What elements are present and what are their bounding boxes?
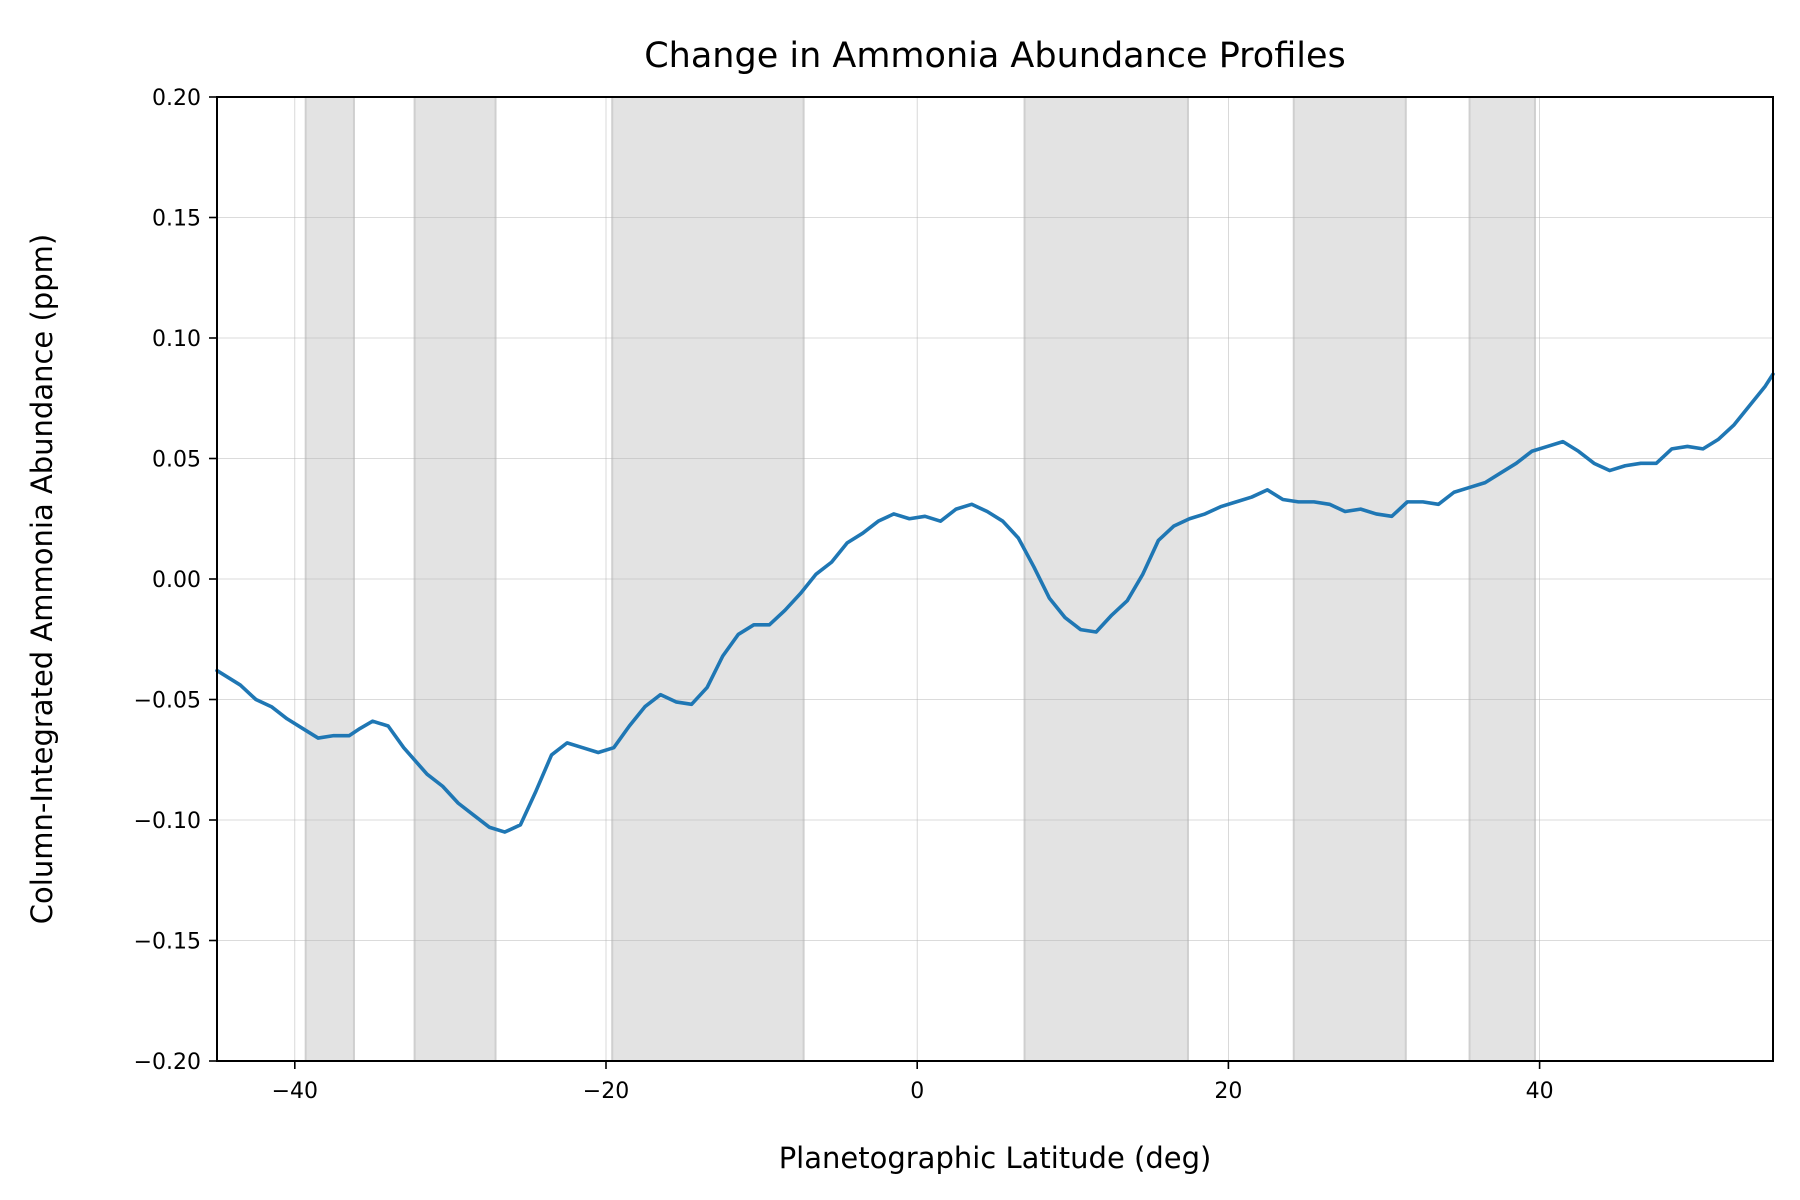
y-tick-label: −0.15 (134, 930, 201, 955)
grid-lines (217, 96, 1773, 1062)
x-tick-label: −40 (272, 1079, 318, 1104)
x-tick-label: 40 (1526, 1079, 1554, 1104)
y-axis-label: Column-Integrated Ammonia Abundance (ppm… (25, 234, 59, 924)
y-tick-label: 0.20 (152, 86, 201, 111)
x-tick-label: 20 (1214, 1079, 1242, 1104)
y-tick-label: 0.00 (152, 568, 201, 593)
y-tick-label: −0.10 (134, 809, 201, 834)
series-line-0 (215, 372, 1775, 834)
y-axis-ticks: −0.20 −0.15 −0.10 −0.05 0.00 0.05 0.10 0.15 0.20 (134, 86, 217, 1075)
x-axis-ticks: −40 −20 0 20 40 (272, 1061, 1554, 1104)
series-group (215, 372, 1775, 834)
y-tick-label: −0.05 (134, 689, 201, 714)
x-tick-label: −20 (583, 1079, 629, 1104)
y-tick-label: 0.10 (152, 327, 201, 352)
y-tick-label: 0.15 (152, 207, 201, 232)
y-tick-label: −0.20 (134, 1050, 201, 1075)
chart-title: Change in Ammonia Abundance Profiles (644, 36, 1346, 76)
x-tick-label: 0 (910, 1079, 924, 1104)
x-axis-label: Planetographic Latitude (deg) (779, 1141, 1212, 1175)
y-tick-label: 0.05 (152, 448, 201, 473)
